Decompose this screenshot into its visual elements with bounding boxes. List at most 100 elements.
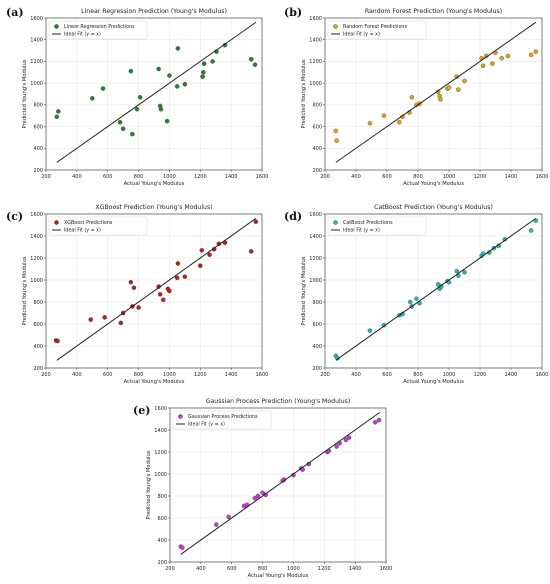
y-axis-label: Predicted Young's Modulus [301, 256, 307, 325]
data-point [367, 328, 373, 333]
x-tick-label: 400 [351, 174, 361, 180]
ideal-fit-line [56, 21, 257, 163]
data-point [260, 490, 265, 495]
plot-frame [45, 17, 263, 171]
y-tick-label: 1200 [309, 59, 322, 65]
y-tick-label: 200 [312, 366, 322, 372]
legend: XGBoost Predictions Ideal Fit (y = x) [48, 216, 148, 236]
data-point [438, 97, 443, 102]
panel-4: (d) CatBoost Prediction (Young's Modulus)… [284, 204, 548, 385]
y-tick-label: 1600 [309, 16, 322, 22]
data-point [174, 84, 180, 89]
x-tick-label: 800 [413, 372, 423, 378]
data-point [164, 118, 170, 124]
legend-entry: Ideal Fit (y = x) [343, 228, 380, 234]
data-point [137, 95, 143, 100]
legend-marker-swatch [333, 220, 338, 225]
data-point [100, 86, 106, 91]
x-tick-label: 1000 [163, 174, 176, 180]
legend: Gaussian Process Predictions Ideal Fit (y… [172, 410, 272, 430]
data-point [381, 113, 387, 118]
legend-marker-swatch [178, 414, 183, 419]
panel-5: (e) Gaussian Process Prediction (Young's … [133, 398, 392, 579]
x-tick-label: 200 [320, 372, 330, 378]
data-point [55, 338, 60, 344]
data-point [397, 119, 402, 125]
data-point [174, 275, 180, 281]
data-point [528, 52, 534, 58]
data-point [134, 106, 140, 112]
x-tick-label: 200 [41, 372, 51, 378]
data-point [128, 279, 134, 285]
data-point [161, 297, 166, 303]
data-point [367, 121, 373, 126]
y-tick-label: 200 [157, 560, 167, 566]
x-axis-label: Actual Young's Modulus [403, 379, 464, 385]
data-point [414, 296, 419, 301]
legend: Linear Regression Predictions Ideal Fit (… [48, 20, 148, 40]
y-axis-label: Predicted Young's Modulus [22, 59, 28, 128]
x-tick-label: 800 [258, 566, 268, 572]
y-tick-label: 1200 [309, 256, 322, 262]
data-point [90, 96, 95, 101]
x-tick-label: 1200 [474, 372, 487, 378]
chart-title: XGBoost Prediction (Young's Modulus) [95, 204, 212, 211]
y-axis-label: Predicted Young's Modulus [146, 450, 152, 519]
data-point [199, 248, 205, 253]
data-point [136, 305, 141, 310]
x-tick-label: 600 [103, 372, 113, 378]
y-tick-label: 1000 [309, 81, 322, 87]
data-point [334, 138, 339, 143]
legend-entry: Ideal Fit (y = x) [343, 32, 380, 38]
y-tick-label: 400 [33, 344, 43, 350]
x-tick-label: 1400 [505, 174, 518, 180]
data-point [167, 288, 172, 294]
legend-marker-swatch [333, 24, 338, 29]
panel-label: (b) [284, 6, 302, 19]
x-tick-label: 1600 [256, 372, 269, 378]
data-point [175, 261, 181, 266]
data-point [462, 78, 467, 84]
x-tick-label: 200 [320, 174, 330, 180]
x-tick-label: 1000 [443, 174, 456, 180]
x-tick-label: 600 [382, 372, 392, 378]
x-axis-label: Actual Young's Modulus [248, 573, 309, 579]
chart-title: Linear Regression Prediction (Young's Mo… [81, 8, 227, 15]
x-tick-label: 600 [227, 566, 237, 572]
data-point [252, 62, 258, 67]
y-tick-label: 1400 [30, 38, 43, 44]
y-tick-label: 800 [157, 494, 167, 500]
y-tick-label: 1400 [154, 428, 167, 434]
x-tick-label: 800 [134, 372, 144, 378]
chart-title: CatBoost Prediction (Young's Modulus) [374, 204, 493, 211]
data-point [499, 55, 504, 61]
y-tick-label: 1400 [309, 38, 322, 44]
data-point [167, 73, 172, 78]
legend-box [48, 216, 148, 236]
y-tick-label: 1000 [30, 278, 43, 284]
x-tick-label: 400 [196, 566, 206, 572]
data-point [118, 320, 124, 326]
y-tick-label: 1400 [309, 234, 322, 240]
x-tick-label: 400 [72, 372, 82, 378]
data-point [128, 68, 134, 74]
data-point [180, 545, 185, 550]
y-tick-label: 800 [312, 103, 322, 109]
data-point [409, 95, 415, 100]
x-tick-label: 1000 [287, 566, 300, 572]
data-point [456, 87, 461, 92]
panel-1: (a) Linear Regression Prediction (Young's… [6, 6, 268, 187]
legend-box [327, 216, 427, 236]
data-point [334, 444, 339, 449]
y-tick-label: 400 [33, 146, 43, 152]
x-tick-label: 1400 [225, 372, 238, 378]
data-point [201, 61, 207, 66]
legend-entry: Random Forest Predictions [343, 24, 407, 30]
data-point [200, 74, 205, 79]
data-point [131, 285, 137, 290]
legend: CatBoost Predictions Ideal Fit (y = x) [327, 216, 427, 236]
data-point [346, 435, 352, 440]
x-axis-label: Actual Young's Modulus [124, 181, 185, 187]
x-tick-label: 1400 [349, 566, 362, 572]
data-point [54, 114, 60, 120]
